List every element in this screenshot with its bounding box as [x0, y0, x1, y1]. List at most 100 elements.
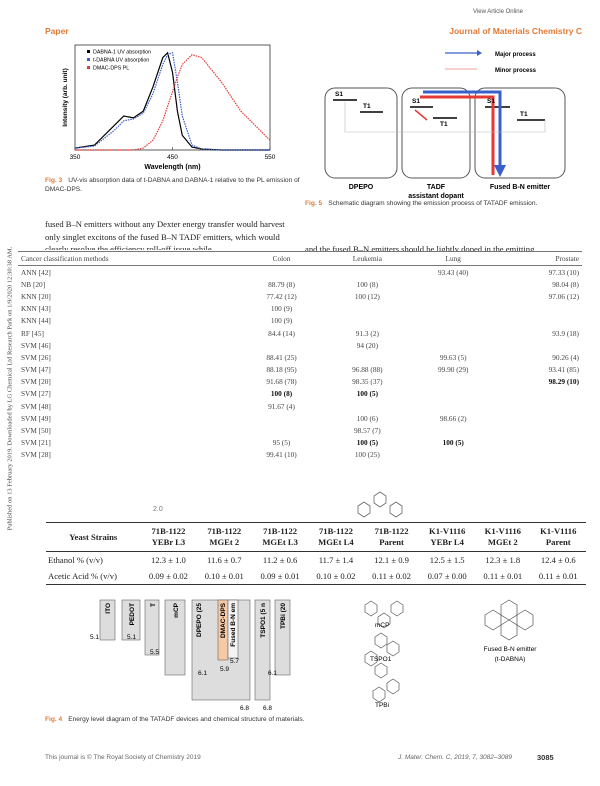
empty-cell	[239, 266, 325, 279]
empty-cell	[324, 351, 410, 363]
table-cell: 100 (12)	[354, 291, 380, 301]
level-label: 5.1	[90, 634, 99, 641]
header-line: MGEt 2	[209, 537, 240, 547]
table-cell: 100 (8)	[270, 389, 293, 399]
dpepo-box	[324, 87, 398, 179]
column-label: TADF	[427, 184, 446, 191]
accuracy-table: Cancer classification methods Colon Leukem…	[18, 251, 582, 461]
table-cell: 11.6 ± 0.7	[207, 555, 242, 565]
layer-labels: ITO PEDOT T mCP DPEPO (25 DMAC-DPS Fused…	[105, 602, 287, 646]
state-label: S1	[335, 91, 343, 98]
molecule-drawings	[364, 599, 534, 703]
structure-fragment	[357, 491, 403, 518]
ring	[372, 686, 386, 703]
table-cell: 97.06 (12)	[548, 291, 579, 301]
molecule-label: TSPO1	[370, 656, 392, 663]
table-cell: 100 (6)	[356, 413, 378, 423]
table-cell: 0.10 ± 0.02	[308, 568, 364, 585]
empty-cell	[496, 315, 582, 327]
table-cell: 98.29 (10)	[548, 377, 579, 387]
empty-cell	[496, 339, 582, 351]
layer-block	[121, 599, 141, 641]
table-cell: KNN [43]	[21, 304, 51, 314]
table-cell: 12.1 ± 0.9	[374, 555, 409, 565]
table-cell: KNN [44]	[21, 316, 51, 326]
empty-cell	[239, 412, 325, 424]
empty-cell	[410, 339, 496, 351]
legend-swatch	[87, 50, 90, 53]
level-label: 6.8	[240, 705, 249, 712]
table-cell: 98.66 (2)	[439, 413, 467, 423]
table-cell: 100 (8)	[356, 279, 378, 289]
table-cell: 98.04 (8)	[552, 279, 579, 289]
data-line	[74, 51, 270, 151]
header-line: MGEt 2	[487, 537, 518, 547]
layer-block	[99, 599, 116, 641]
table-row: KNN [43] 100 (9)	[18, 303, 582, 315]
empty-cell	[410, 290, 496, 302]
empty-cell	[239, 339, 325, 351]
ring	[500, 619, 518, 641]
table-cell: 100 (5)	[442, 438, 464, 448]
caption-label: Fig. 4	[45, 716, 63, 723]
table-cell: 97.33 (10)	[548, 267, 579, 277]
table-row: SVM [49] 100 (6) 98.66 (2)	[18, 412, 582, 424]
caption-label: Fig. 5	[305, 200, 323, 207]
header-line: 71B-1122	[374, 526, 409, 536]
ring	[364, 650, 378, 667]
table-row: SVM [26] 88.41 (25) 99.63 (5) 90.26 (4)	[18, 351, 582, 363]
table-row: KNN [20] 77.42 (12) 100 (12) 97.06 (12)	[18, 290, 582, 302]
legend-label: Minor process	[495, 68, 537, 74]
legend-label: DMAC-DPS PL	[93, 66, 129, 72]
table-cell: 100 (25)	[354, 450, 380, 460]
empty-cell	[324, 400, 410, 412]
figure-3-chart: 350 450 550 Wavelength (nm) Intensity (arb. …	[62, 44, 276, 171]
level-label: 5.1	[127, 634, 136, 641]
process-arrow	[423, 90, 502, 165]
data-line	[75, 54, 271, 151]
header-line: 71B-1122	[207, 526, 242, 536]
table-cell: ANN [42]	[21, 267, 51, 277]
column-header: K1-V1116 MGEt 2	[475, 522, 531, 552]
caption-text: UV-vis absorption data of t-DABNA and DA…	[45, 177, 300, 193]
ring	[516, 609, 534, 631]
table-cell: 98.57 (7)	[353, 426, 381, 436]
table-row: SVM [21] 95 (5) 100 (5) 100 (5)	[18, 437, 582, 449]
header-line: YEBr L4	[430, 537, 464, 547]
empty-cell	[496, 424, 582, 436]
ring	[389, 501, 403, 518]
table-cell: SVM [20]	[21, 377, 51, 387]
table-cell: SVM [46]	[21, 340, 51, 350]
table-cell: 0.11 ± 0.02	[363, 568, 420, 585]
column-header: Yeast Strains	[46, 522, 141, 552]
layer-block	[274, 599, 291, 676]
view-article-link[interactable]: View Article Online	[473, 9, 523, 15]
body-text-right: and the fused B–N emitters should be lig…	[305, 243, 585, 251]
empty-cell	[410, 449, 496, 461]
table-cell: 91.67 (4)	[268, 401, 295, 411]
caption-label: Fig. 3	[45, 177, 63, 184]
table-cell: SVM [49]	[21, 413, 51, 423]
level-label: 5.5	[150, 649, 159, 656]
layer-block	[144, 599, 160, 656]
layer-label: TSPO1 (5 n	[260, 603, 267, 638]
table-cell: 99.41 (10)	[266, 450, 297, 460]
empty-cell	[410, 388, 496, 400]
copyright: This journal is © The Royal Society of C…	[45, 754, 201, 761]
header-row: Yeast Strains 71B-1122 YEBr L3 71B-1122 MGEt…	[46, 522, 586, 552]
column-header: Lung	[410, 251, 497, 266]
layer-label: DMAC-DPS	[220, 602, 227, 638]
header-line: 71B-1122	[318, 526, 353, 536]
page-number: 3085	[537, 753, 554, 762]
emitter-block	[227, 599, 239, 659]
table-row: RF [45] 84.4 (14) 91.3 (2) 93.9 (18)	[18, 327, 582, 339]
table-cell: 12.3 ± 1.8	[485, 555, 521, 565]
table-cell: 98.35 (37)	[352, 377, 383, 387]
layer-label: mCP	[173, 602, 180, 617]
ring	[377, 612, 391, 629]
ring	[390, 600, 404, 617]
level-label: 5.7	[230, 658, 239, 665]
header-line: 71B-1122	[263, 526, 298, 536]
table-row: ANN [42] 93.43 (40) 97.33 (10)	[18, 266, 582, 279]
empty-cell	[496, 412, 582, 424]
